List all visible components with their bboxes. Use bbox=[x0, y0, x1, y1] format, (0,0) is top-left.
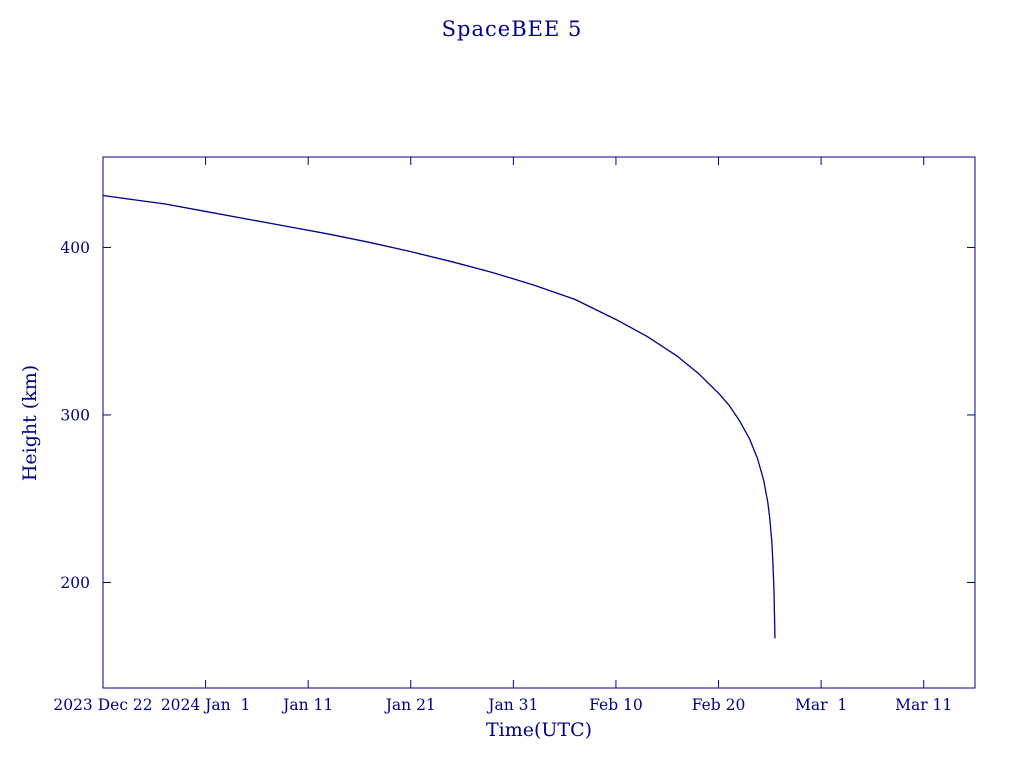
x-tick-label: Jan 11 bbox=[281, 696, 333, 714]
x-tick-label: Mar 11 bbox=[895, 696, 952, 714]
y-tick-label: 300 bbox=[60, 406, 90, 424]
x-tick-label: 2024 Jan 1 bbox=[161, 696, 251, 714]
x-axis-label: Time(UTC) bbox=[485, 719, 593, 741]
decay-curve bbox=[102, 194, 776, 639]
x-tick-label: 2023 Dec 22 bbox=[53, 696, 152, 714]
x-tick-label: Jan 31 bbox=[486, 696, 538, 714]
x-tick-label: Jan 21 bbox=[384, 696, 436, 714]
y-tick-label: 400 bbox=[60, 239, 90, 257]
chart-title: SpaceBEE 5 bbox=[441, 17, 583, 41]
x-tick-label: Mar 1 bbox=[795, 696, 847, 714]
x-tick-label: Feb 20 bbox=[692, 696, 746, 714]
x-tick-label: Feb 10 bbox=[589, 696, 643, 714]
y-tick-label: 200 bbox=[60, 574, 90, 592]
plot-frame bbox=[102, 156, 976, 689]
